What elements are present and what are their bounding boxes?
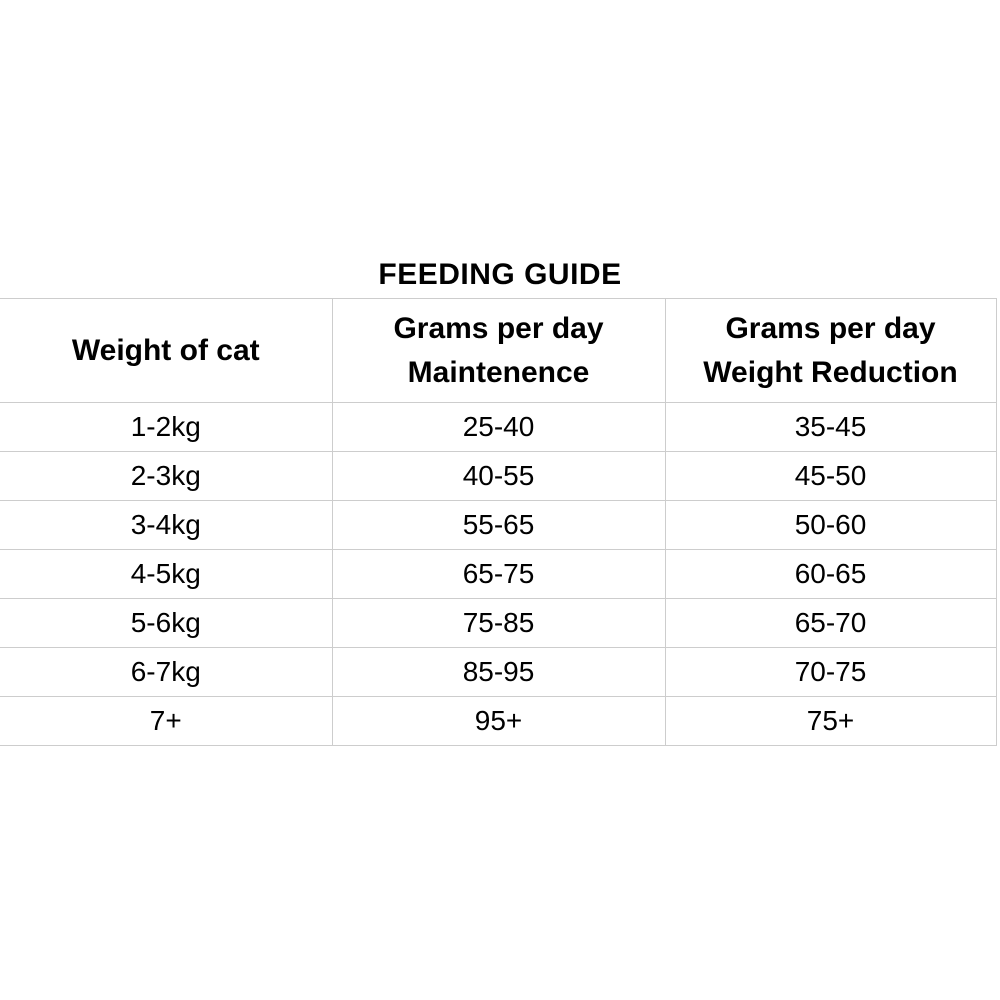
cell-maintenence: 85-95 xyxy=(332,647,666,697)
cell-weight-reduction: 75+ xyxy=(665,696,997,746)
cell-maintenence: 40-55 xyxy=(332,451,666,501)
cell-weight: 3-4kg xyxy=(0,500,333,550)
feeding-guide-table: Weight of cat Grams per day Maintenence … xyxy=(0,298,997,746)
table-row: 2-3kg 40-55 45-50 xyxy=(0,451,997,501)
table-header-row: Weight of cat Grams per day Maintenence … xyxy=(0,298,997,403)
column-header-label-line2: Maintenence xyxy=(407,355,590,389)
column-header-weight-of-cat: Weight of cat xyxy=(0,298,333,403)
page-title: FEEDING GUIDE xyxy=(378,258,622,291)
cell-maintenence: 95+ xyxy=(332,696,666,746)
cell-weight-reduction: 45-50 xyxy=(665,451,997,501)
cell-maintenence: 55-65 xyxy=(332,500,666,550)
cell-weight-reduction: 60-65 xyxy=(665,549,997,599)
column-header-label: Weight of cat xyxy=(71,333,260,367)
cell-maintenence: 75-85 xyxy=(332,598,666,648)
table-row: 6-7kg 85-95 70-75 xyxy=(0,647,997,697)
cell-weight-reduction: 50-60 xyxy=(665,500,997,550)
cell-weight: 2-3kg xyxy=(0,451,333,501)
cell-weight: 4-5kg xyxy=(0,549,333,599)
column-header-label-line2: Weight Reduction xyxy=(703,355,958,389)
cell-weight-reduction: 70-75 xyxy=(665,647,997,697)
cell-maintenence: 65-75 xyxy=(332,549,666,599)
table-row: 4-5kg 65-75 60-65 xyxy=(0,549,997,599)
table-row: 1-2kg 25-40 35-45 xyxy=(0,402,997,452)
cell-weight: 7+ xyxy=(0,696,333,746)
cell-weight: 1-2kg xyxy=(0,402,333,452)
table-row: 7+ 95+ 75+ xyxy=(0,696,997,746)
cell-weight-reduction: 65-70 xyxy=(665,598,997,648)
cell-weight: 6-7kg xyxy=(0,647,333,697)
table-row: 3-4kg 55-65 50-60 xyxy=(0,500,997,550)
cell-maintenence: 25-40 xyxy=(332,402,666,452)
cell-weight: 5-6kg xyxy=(0,598,333,648)
column-header-grams-weight-reduction: Grams per day Weight Reduction xyxy=(665,298,997,403)
cell-weight-reduction: 35-45 xyxy=(665,402,997,452)
column-header-label-line1: Grams per day xyxy=(725,311,936,345)
column-header-label-line1: Grams per day xyxy=(393,311,604,345)
table-row: 5-6kg 75-85 65-70 xyxy=(0,598,997,648)
column-header-grams-maintenence: Grams per day Maintenence xyxy=(332,298,666,403)
